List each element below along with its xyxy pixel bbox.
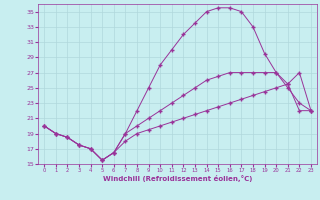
X-axis label: Windchill (Refroidissement éolien,°C): Windchill (Refroidissement éolien,°C) bbox=[103, 175, 252, 182]
